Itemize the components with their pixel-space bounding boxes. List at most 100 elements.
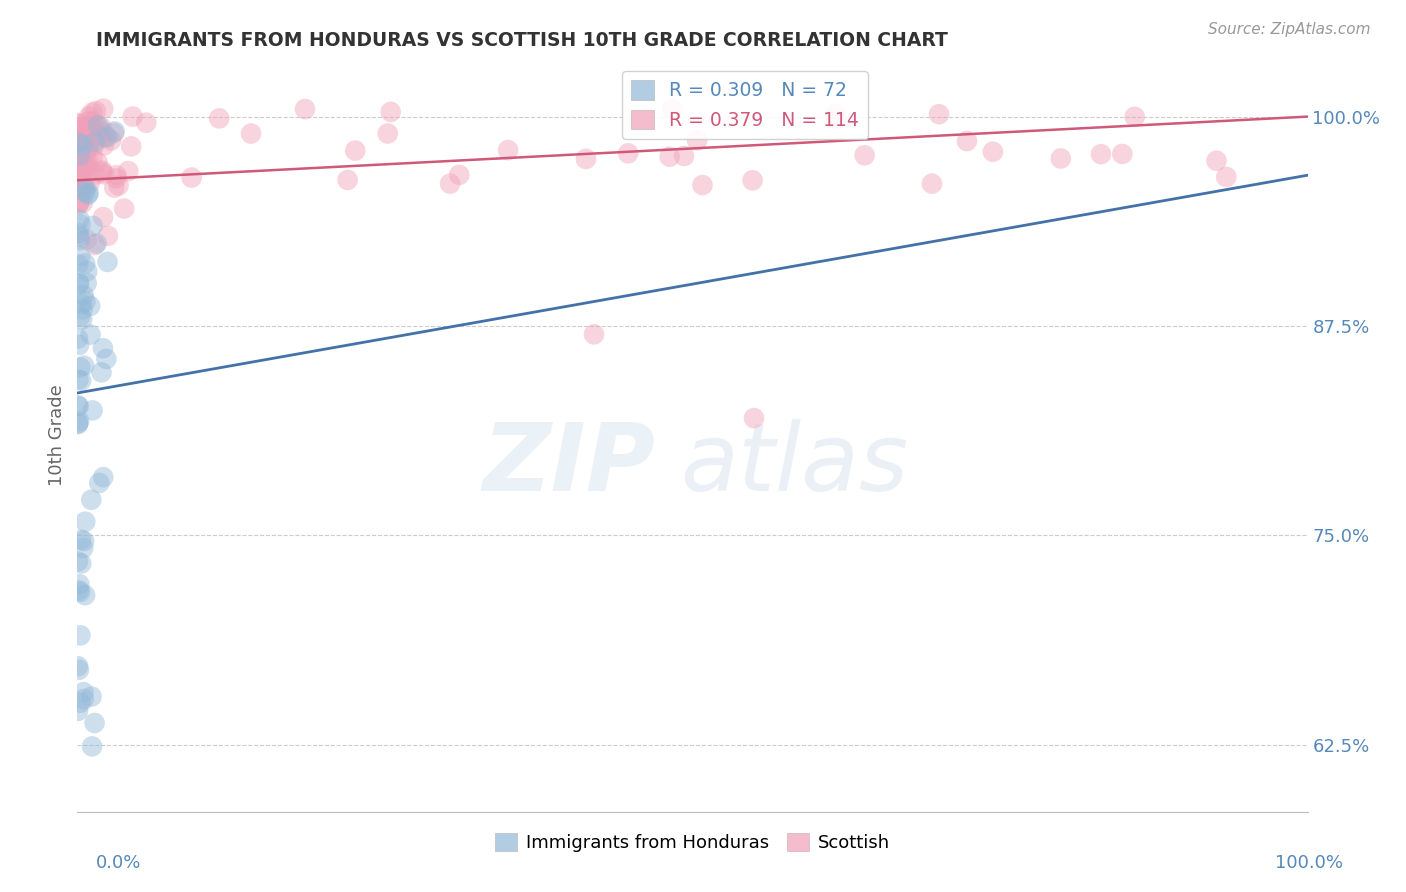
Point — [87, 127, 110, 141]
Point — [377, 127, 399, 141]
Point — [70, 374, 93, 388]
Point — [981, 145, 1004, 159]
Point — [69, 132, 91, 146]
Point — [77, 142, 100, 156]
Point — [496, 143, 519, 157]
Point — [75, 515, 97, 529]
Point — [66, 704, 89, 718]
Point — [77, 114, 100, 128]
Point — [928, 107, 950, 121]
Point — [67, 122, 90, 136]
Point — [72, 138, 94, 153]
Point — [69, 165, 91, 179]
Point — [824, 107, 846, 121]
Point — [69, 310, 91, 324]
Point — [105, 168, 128, 182]
Point — [825, 112, 848, 126]
Point — [67, 164, 90, 178]
Point — [72, 288, 94, 302]
Point — [70, 176, 93, 190]
Point — [91, 163, 114, 178]
Point — [83, 238, 105, 252]
Point — [72, 541, 94, 555]
Point — [86, 236, 108, 251]
Text: atlas: atlas — [681, 419, 908, 510]
Point — [73, 165, 96, 179]
Point — [84, 168, 107, 182]
Point — [344, 144, 367, 158]
Point — [77, 187, 100, 202]
Point — [67, 277, 90, 291]
Point — [135, 116, 157, 130]
Point — [69, 249, 91, 263]
Point — [96, 255, 118, 269]
Point — [76, 276, 98, 290]
Point — [90, 365, 112, 379]
Point — [67, 577, 90, 591]
Point — [91, 210, 114, 224]
Point — [67, 277, 90, 291]
Point — [66, 554, 89, 568]
Point — [66, 417, 89, 431]
Point — [67, 663, 90, 677]
Text: 0.0%: 0.0% — [96, 854, 141, 871]
Point — [67, 399, 90, 413]
Point — [75, 294, 97, 309]
Point — [72, 141, 94, 155]
Point — [104, 124, 127, 138]
Point — [742, 411, 765, 425]
Point — [77, 119, 100, 133]
Point — [91, 102, 114, 116]
Point — [76, 157, 98, 171]
Point — [67, 170, 90, 185]
Point — [75, 186, 97, 200]
Point — [575, 152, 598, 166]
Point — [66, 659, 89, 673]
Point — [77, 133, 100, 147]
Point — [449, 168, 471, 182]
Point — [121, 110, 143, 124]
Point — [67, 583, 90, 598]
Point — [69, 145, 91, 160]
Point — [117, 164, 139, 178]
Point — [100, 133, 122, 147]
Point — [76, 126, 98, 140]
Point — [69, 585, 91, 599]
Point — [84, 104, 107, 119]
Point — [87, 119, 110, 133]
Point — [67, 146, 90, 161]
Point — [69, 148, 91, 162]
Point — [67, 116, 90, 130]
Point — [673, 149, 696, 163]
Text: IMMIGRANTS FROM HONDURAS VS SCOTTISH 10TH GRADE CORRELATION CHART: IMMIGRANTS FROM HONDURAS VS SCOTTISH 10T… — [96, 31, 948, 50]
Point — [120, 139, 142, 153]
Point — [112, 202, 135, 216]
Point — [921, 177, 943, 191]
Point — [67, 195, 90, 210]
Point — [76, 142, 98, 156]
Point — [69, 233, 91, 247]
Point — [75, 160, 97, 174]
Point — [67, 373, 90, 387]
Point — [67, 129, 90, 144]
Point — [69, 134, 91, 148]
Point — [77, 155, 100, 169]
Point — [90, 120, 112, 134]
Point — [82, 219, 104, 233]
Point — [82, 739, 104, 754]
Text: Source: ZipAtlas.com: Source: ZipAtlas.com — [1208, 22, 1371, 37]
Point — [72, 302, 94, 317]
Point — [66, 399, 89, 413]
Point — [82, 120, 104, 135]
Point — [70, 296, 93, 310]
Point — [69, 174, 91, 188]
Point — [67, 212, 90, 227]
Point — [69, 628, 91, 642]
Point — [91, 470, 114, 484]
Point — [75, 256, 97, 270]
Point — [96, 351, 118, 366]
Point — [69, 696, 91, 710]
Point — [79, 176, 101, 190]
Point — [91, 341, 114, 355]
Point — [91, 130, 114, 145]
